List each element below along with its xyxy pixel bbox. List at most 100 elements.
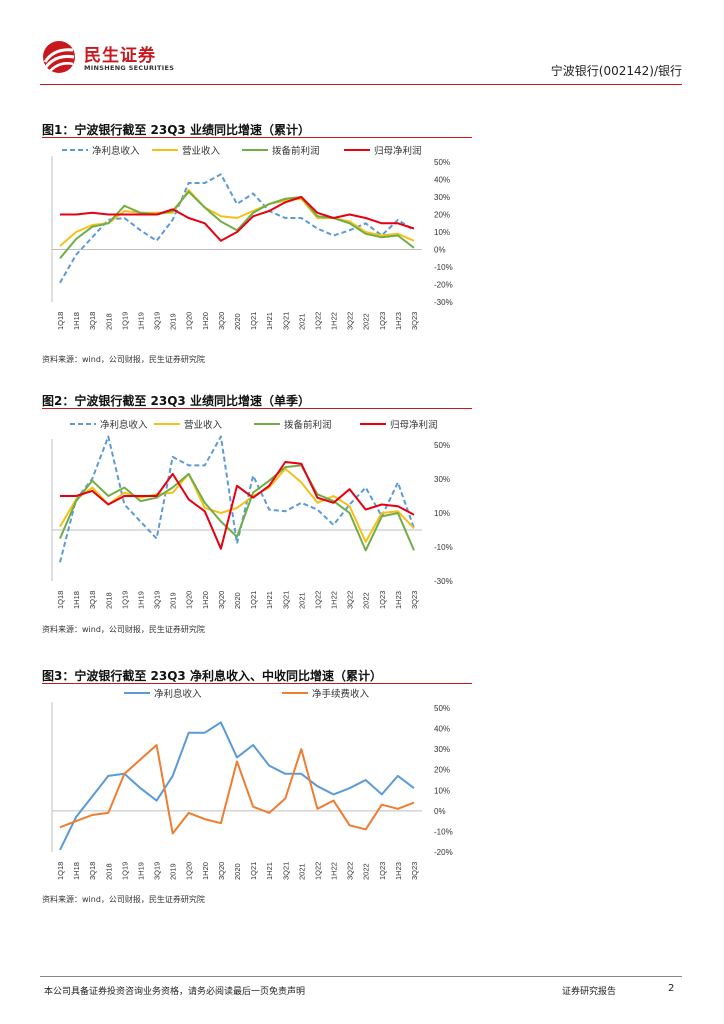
x-tick-label: 1H23 xyxy=(394,591,403,609)
y-tick-label: 10% xyxy=(434,228,450,237)
x-tick-label: 1H21 xyxy=(265,591,274,609)
legend-label: 归母净利润 xyxy=(390,419,438,431)
x-tick-label: 2022 xyxy=(362,863,371,880)
x-tick-label: 1H23 xyxy=(394,862,403,880)
series-line-4 xyxy=(60,461,415,550)
legend-label: 拨备前利润 xyxy=(272,145,320,157)
x-tick-label: 3Q22 xyxy=(346,312,355,330)
x-tick-label: 2022 xyxy=(362,592,371,609)
y-tick-label: 0% xyxy=(434,246,446,255)
x-tick-label: 1H19 xyxy=(136,862,145,880)
x-tick-label: 3Q19 xyxy=(153,312,162,330)
x-tick-label: 1Q18 xyxy=(56,862,65,880)
x-tick-label: 1Q18 xyxy=(56,591,65,609)
y-tick-label: -10% xyxy=(434,263,453,272)
y-tick-label: 40% xyxy=(434,725,450,734)
x-tick-label: 3Q18 xyxy=(88,591,97,609)
x-tick-label: 1H21 xyxy=(265,312,274,330)
x-tick-label: 1H18 xyxy=(72,312,81,330)
series-line-3 xyxy=(59,190,415,259)
x-tick-label: 3Q20 xyxy=(217,862,226,880)
x-tick-label: 2020 xyxy=(233,313,242,330)
logo-english-name: MINSHENG SECURITIES xyxy=(84,64,175,72)
y-tick-label: 20% xyxy=(434,211,450,220)
x-tick-label: 3Q18 xyxy=(88,312,97,330)
x-tick-label: 2021 xyxy=(297,313,306,330)
figure-2-source: 资料来源：wind，公司财报，民生证券研究院 xyxy=(42,625,205,634)
x-tick-label: 1Q19 xyxy=(120,591,129,609)
x-tick-label: 3Q22 xyxy=(346,862,355,880)
series-line-4 xyxy=(60,196,415,242)
report-subject: 宁波银行(002142)/银行 xyxy=(550,64,682,78)
x-tick-label: 1H19 xyxy=(136,591,145,609)
x-tick-label: 1Q20 xyxy=(185,312,194,330)
x-tick-label: 1H20 xyxy=(201,591,210,609)
x-tick-label: 1Q20 xyxy=(185,591,194,609)
x-tick-label: 1H21 xyxy=(265,862,274,880)
y-tick-label: 20% xyxy=(434,766,450,775)
legend-label: 净手续费收入 xyxy=(312,688,370,700)
legend-label: 拨备前利润 xyxy=(284,419,332,431)
x-tick-label: 1H19 xyxy=(136,312,145,330)
x-tick-label: 1H22 xyxy=(330,312,339,330)
figure-1-svg: -30% -20% -10% 0% 10% 20% 30% 40% 50% 1Q18 1H18 3Q1… xyxy=(51,145,453,330)
x-tick-label: 1Q22 xyxy=(313,312,322,330)
x-tick-label: 2019 xyxy=(169,863,178,880)
y-tick-label: 50% xyxy=(434,704,450,713)
x-tick-label: 3Q18 xyxy=(88,862,97,880)
x-tick-label: 1H22 xyxy=(330,591,339,609)
x-tick-label: 1H20 xyxy=(201,312,210,330)
x-tick-label: 1H22 xyxy=(330,862,339,880)
y-tick-label: 30% xyxy=(434,193,450,202)
x-tick-label: 3Q20 xyxy=(217,591,226,609)
figure-3-divider xyxy=(42,683,472,684)
page-header: 民生证券 MINSHENG SECURITIES 宁波银行(002142)/银行 xyxy=(0,0,724,90)
figure-2-divider xyxy=(42,408,472,409)
x-tick-label: 1Q18 xyxy=(56,312,65,330)
x-tick-label: 1Q21 xyxy=(249,312,258,330)
legend-label: 营业收入 xyxy=(182,145,221,157)
y-tick-label: 30% xyxy=(434,475,450,484)
series-line-1 xyxy=(59,173,415,284)
x-tick-label: 2019 xyxy=(169,313,178,330)
series-line-1 xyxy=(59,435,415,563)
x-tick-label: 1H18 xyxy=(72,862,81,880)
y-tick-label: 50% xyxy=(434,441,450,450)
x-tick-label: 1H20 xyxy=(201,862,210,880)
figure-3-source: 资料来源：wind，公司财报，民生证券研究院 xyxy=(42,895,205,904)
logo-chinese-name: 民生证券 xyxy=(84,46,156,66)
figure-3-title: 图3：宁波银行截至 23Q3 净利息收入、中收同比增速（累计） xyxy=(42,669,382,683)
x-tick-label: 3Q21 xyxy=(281,591,290,609)
series-line-1 xyxy=(59,721,415,851)
x-tick-label: 3Q23 xyxy=(410,312,419,330)
x-tick-label: 1Q19 xyxy=(120,862,129,880)
series-line-3 xyxy=(59,464,415,552)
x-tick-label: 1H18 xyxy=(72,591,81,609)
footer-report-type: 证券研究报告 xyxy=(562,987,617,997)
minsheng-logo-icon xyxy=(43,41,75,73)
page-number: 2 xyxy=(668,983,675,994)
y-tick-label: -10% xyxy=(434,543,453,552)
y-tick-label: -20% xyxy=(434,848,453,857)
figure-1-chart: -30% -20% -10% 0% 10% 20% 30% 40% 50% 1Q18 1H18 3Q1… xyxy=(42,138,468,348)
x-tick-label: 3Q21 xyxy=(281,862,290,880)
x-tick-label: 1Q21 xyxy=(249,862,258,880)
legend-label: 归母净利润 xyxy=(374,145,422,157)
x-tick-label: 1Q23 xyxy=(378,591,387,609)
figure-3-chart: -20% -10% 0% 10% 20% 30% 40% 50% 1Q18 1H18 3Q18 201… xyxy=(42,684,468,888)
x-tick-label: 2021 xyxy=(297,592,306,609)
company-logo: 民生证券 MINSHENG SECURITIES xyxy=(40,40,190,80)
x-tick-label: 2018 xyxy=(104,313,113,330)
x-tick-label: 1Q22 xyxy=(313,591,322,609)
figure-1-source: 资料来源：wind，公司财报，民生证券研究院 xyxy=(42,355,205,364)
x-tick-label: 1H23 xyxy=(394,312,403,330)
x-tick-label: 2018 xyxy=(104,592,113,609)
x-tick-label: 1Q23 xyxy=(378,312,387,330)
y-tick-label: -10% xyxy=(434,827,453,836)
x-tick-label: 2022 xyxy=(362,313,371,330)
x-tick-label: 2019 xyxy=(169,592,178,609)
figure-2-svg: -30% -10% 10% 30% 50% 1Q18 1H18 3Q18 2018 1Q19 1H1… xyxy=(51,419,453,609)
legend-label: 净利息收入 xyxy=(154,688,202,700)
x-tick-label: 2020 xyxy=(233,592,242,609)
x-tick-label: 1Q19 xyxy=(120,312,129,330)
